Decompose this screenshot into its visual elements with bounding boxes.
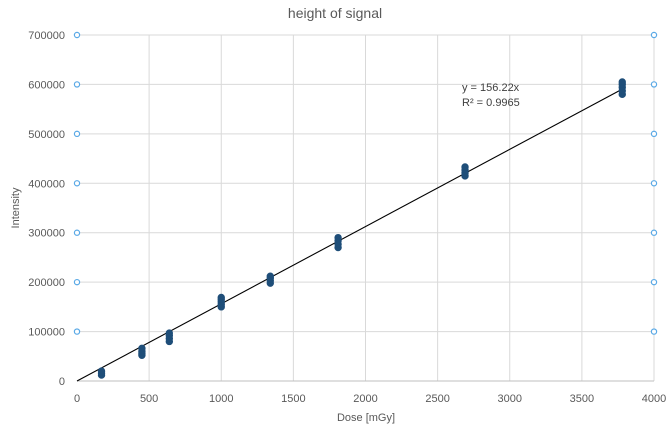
x-tick-label: 3500 (570, 393, 594, 405)
edge-marker-point (73, 229, 81, 236)
edge-marker-point (650, 81, 658, 88)
x-tick-label: 500 (140, 393, 158, 405)
edge-marker-point (73, 130, 81, 138)
data-point (217, 293, 225, 302)
y-tick-label: 600000 (28, 79, 65, 91)
data-points (73, 31, 658, 379)
edge-marker-point (73, 81, 81, 88)
data-point (461, 163, 469, 171)
x-tick-label: 1500 (281, 393, 305, 405)
x-tick-label: 3000 (498, 393, 522, 405)
edge-marker-point (650, 229, 658, 236)
x-tick-label: 0 (74, 393, 80, 405)
trendline (76, 88, 623, 382)
data-point (334, 233, 342, 242)
data-point (165, 329, 174, 337)
trendline-group (76, 88, 623, 382)
edge-marker-point (650, 328, 658, 335)
gridlines (77, 34, 655, 381)
edge-marker-point (650, 180, 658, 187)
chart-title: height of signal (288, 5, 382, 21)
y-tick-label: 400000 (28, 178, 65, 190)
y-axis-label: Intensity (10, 187, 22, 228)
y-tick-label: 0 (59, 376, 65, 388)
y-tick-label: 100000 (28, 327, 65, 339)
edge-marker-point (650, 278, 658, 286)
trendline-equation: y = 156.22x (462, 82, 520, 94)
y-tick-label: 500000 (28, 129, 65, 141)
edge-marker-point (73, 278, 81, 286)
edge-marker-point (73, 328, 81, 335)
data-point (618, 78, 626, 86)
trendline-r-squared: R² = 0.9965 (462, 97, 520, 109)
x-tick-label: 2500 (425, 393, 449, 405)
data-point (138, 344, 146, 353)
x-tick-label: 4000 (642, 393, 666, 405)
y-tick-label: 200000 (28, 277, 65, 289)
y-tick-label: 300000 (28, 228, 65, 240)
edge-marker-point (73, 180, 81, 187)
tick-labels: 0 500 1000 1500 2000 2500 3000 3500 4000 0 100000 2… (28, 30, 666, 405)
data-point (97, 367, 106, 375)
x-tick-label: 2000 (353, 393, 377, 405)
y-tick-label: 700000 (28, 30, 65, 42)
edge-marker-point (650, 31, 658, 39)
data-point (266, 272, 274, 280)
x-tick-label: 1000 (209, 393, 233, 405)
x-axis-label: Dose [mGy] (337, 412, 395, 424)
edge-marker-point (73, 31, 81, 39)
edge-marker-point (650, 130, 658, 138)
